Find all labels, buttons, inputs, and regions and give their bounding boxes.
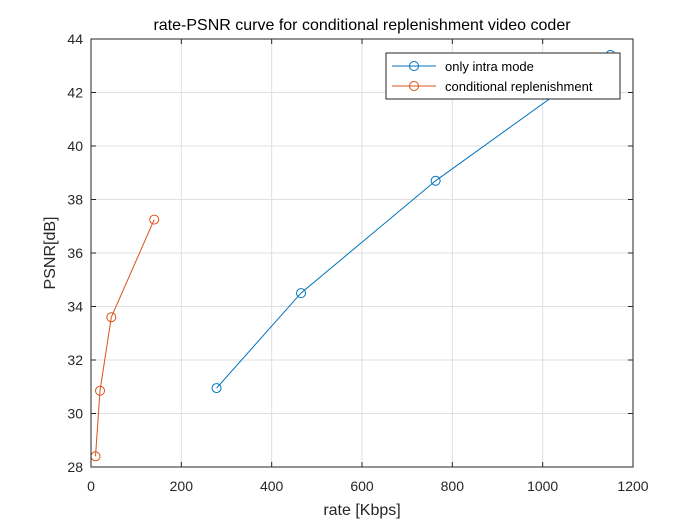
legend-marker bbox=[409, 61, 419, 71]
x-tick-label: 1000 bbox=[527, 478, 558, 494]
series-only-intra-mode bbox=[211, 50, 616, 394]
ticks: 0 200 400 600 800 1000 1200 28 30 32 34 36 38 40 42 44 bbox=[67, 31, 648, 494]
grid bbox=[90, 38, 634, 468]
x-tick-label: 800 bbox=[441, 478, 465, 494]
chart-title: rate-PSNR curve for conditional replenis… bbox=[153, 17, 571, 34]
series-layer bbox=[90, 50, 616, 462]
x-tick-label: 0 bbox=[87, 478, 95, 494]
y-tick-label: 40 bbox=[67, 138, 83, 154]
x-tick-label: 400 bbox=[260, 478, 284, 494]
legend-label: conditional replenishment bbox=[445, 79, 593, 94]
legend-box bbox=[385, 52, 621, 100]
series-conditional-replenishment bbox=[90, 214, 160, 462]
series-line bbox=[95, 219, 155, 457]
legend-marker bbox=[409, 81, 419, 91]
series-line bbox=[216, 54, 611, 389]
y-tick-label: 28 bbox=[67, 459, 83, 475]
data-point bbox=[106, 312, 117, 323]
y-axis-label: PSNR[dB] bbox=[42, 217, 59, 290]
x-tick-label: 1200 bbox=[617, 478, 648, 494]
data-point bbox=[95, 385, 106, 396]
y-tick-label: 36 bbox=[67, 245, 83, 261]
x-tick-label: 200 bbox=[170, 478, 194, 494]
data-point bbox=[149, 214, 160, 225]
y-tick-label: 34 bbox=[67, 299, 83, 315]
data-point bbox=[296, 288, 307, 299]
y-tick-label: 42 bbox=[67, 85, 83, 101]
y-tick-label: 38 bbox=[67, 192, 83, 208]
y-tick-label: 30 bbox=[67, 406, 83, 422]
y-tick-label: 44 bbox=[67, 31, 83, 47]
y-tick-label: 32 bbox=[67, 352, 83, 368]
data-point bbox=[430, 175, 441, 186]
data-point bbox=[211, 383, 222, 394]
x-axis-label: rate [Kbps] bbox=[323, 502, 400, 519]
x-tick-label: 600 bbox=[350, 478, 374, 494]
legend: only intra mode conditional replenishment bbox=[385, 52, 621, 100]
legend-label: only intra mode bbox=[445, 59, 534, 74]
